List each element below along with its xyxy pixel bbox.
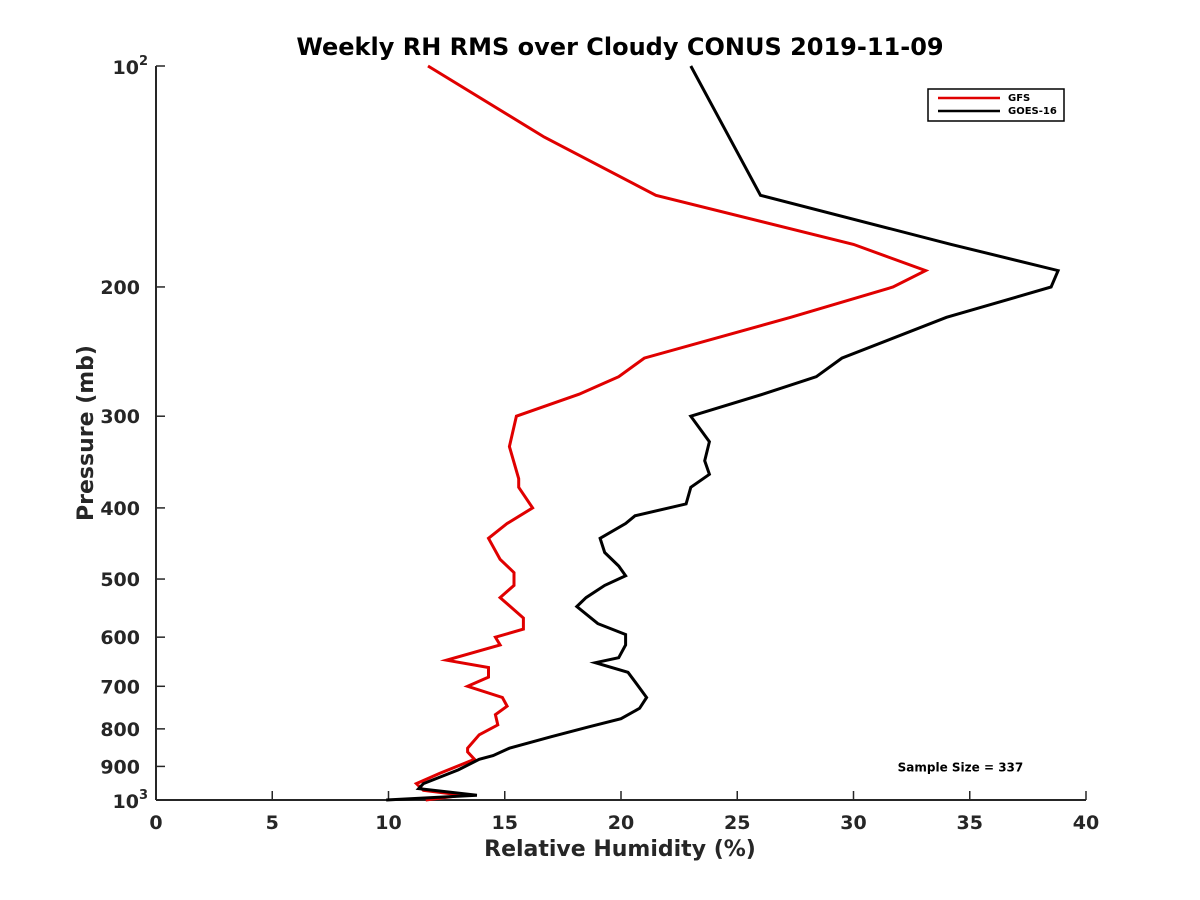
y-tick-label: 103 (113, 788, 149, 813)
x-tick-label: 20 (608, 812, 634, 834)
x-tick-label: 15 (492, 812, 518, 834)
y-tick-label: 400 (100, 498, 140, 520)
legend: GFS GOES-16 (927, 88, 1065, 122)
y-tick-base: 10 (113, 791, 139, 813)
x-tick-label: 40 (1073, 812, 1099, 834)
y-tick-label: 300 (100, 406, 140, 428)
x-axis-ticks: 0 5 10 15 20 25 30 35 40 (149, 791, 1099, 834)
series-layer (386, 64, 1061, 802)
y-axis-label: Pressure (mb) (74, 345, 99, 521)
legend-label-goes16: GOES-16 (1008, 106, 1057, 117)
x-tick-label: 0 (149, 812, 162, 834)
chart-title: Weekly RH RMS over Cloudy CONUS 2019-11-… (296, 33, 943, 61)
x-tick-label: 30 (840, 812, 866, 834)
sample-size-annotation: Sample Size = 337 (898, 760, 1024, 774)
x-tick-label: 10 (375, 812, 401, 834)
y-tick-label: 102 (113, 54, 149, 79)
series-line-gfs (413, 64, 930, 802)
y-tick-label: 200 (100, 277, 140, 299)
y-tick-label: 600 (100, 627, 140, 649)
x-axis-label: Relative Humidity (%) (484, 837, 756, 862)
x-tick-label: 25 (724, 812, 750, 834)
series-line-goes16 (386, 65, 1061, 802)
y-tick-exponent: 2 (139, 54, 148, 69)
legend-label-gfs: GFS (1008, 93, 1030, 104)
y-tick-label: 500 (100, 569, 140, 591)
x-tick-label: 5 (266, 812, 279, 834)
y-tick-base: 10 (113, 57, 139, 79)
x-tick-label: 35 (957, 812, 983, 834)
y-tick-label: 700 (100, 676, 140, 698)
y-tick-exponent: 3 (139, 788, 148, 803)
legend-box (927, 88, 1065, 122)
y-tick-label: 800 (100, 719, 140, 741)
y-tick-label: 900 (100, 756, 140, 778)
